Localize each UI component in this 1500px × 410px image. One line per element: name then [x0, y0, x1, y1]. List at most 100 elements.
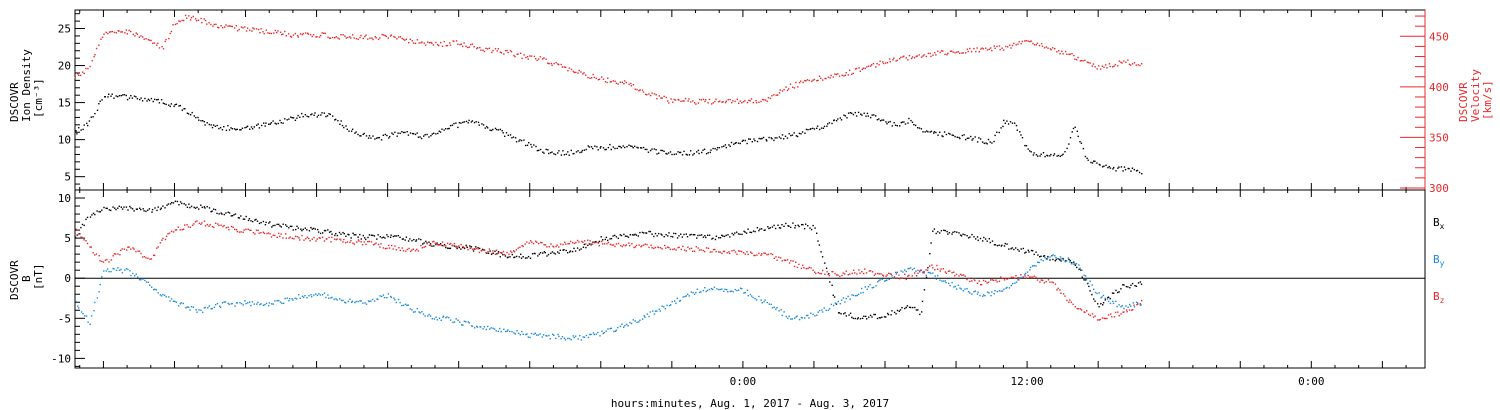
- data-point: [989, 141, 991, 143]
- data-point: [289, 225, 292, 227]
- data-point: [518, 140, 520, 142]
- data-point: [825, 267, 828, 269]
- data-point: [614, 147, 616, 150]
- data-point: [998, 280, 1001, 282]
- data-point: [1029, 150, 1031, 152]
- data-point: [590, 333, 592, 336]
- data-point: [178, 20, 180, 22]
- data-point: [638, 90, 640, 92]
- data-point: [1030, 249, 1033, 252]
- data-point: [679, 300, 681, 302]
- data-point: [731, 250, 733, 252]
- data-point: [220, 224, 222, 226]
- data-point: [200, 17, 202, 20]
- data-point: [266, 232, 268, 235]
- data-point: [619, 145, 621, 148]
- data-point: [1132, 302, 1134, 304]
- data-point: [859, 272, 861, 274]
- data-point: [699, 234, 701, 236]
- data-point: [411, 239, 413, 242]
- data-point: [721, 101, 723, 103]
- data-point: [198, 208, 200, 210]
- data-point: [1024, 272, 1027, 275]
- data-point: [811, 80, 813, 83]
- data-point: [882, 61, 884, 63]
- data-point: [939, 232, 941, 234]
- data-point: [861, 68, 863, 70]
- data-point: [646, 148, 648, 151]
- data-point: [297, 36, 299, 38]
- data-point: [727, 99, 729, 101]
- data-point: [973, 291, 975, 293]
- data-point: [352, 242, 354, 244]
- data-point: [189, 206, 191, 209]
- data-point: [483, 50, 486, 53]
- data-point: [313, 114, 315, 116]
- data-point: [147, 281, 150, 283]
- data-point: [745, 232, 748, 234]
- data-point: [929, 271, 931, 274]
- data-point: [373, 235, 376, 237]
- data-point: [190, 17, 193, 19]
- data-point: [1054, 260, 1056, 262]
- data-point: [715, 235, 718, 237]
- data-point: [1109, 65, 1111, 68]
- data-point: [1028, 276, 1031, 278]
- data-point: [824, 77, 826, 80]
- data-point: [379, 246, 381, 248]
- data-point: [314, 228, 316, 230]
- data-point: [1033, 152, 1035, 154]
- data-point: [731, 232, 733, 235]
- data-point: [235, 229, 238, 231]
- data-point: [835, 302, 838, 305]
- data-point: [181, 109, 183, 111]
- bottom-panel-frame: [74, 189, 1426, 369]
- data-point: [973, 278, 975, 280]
- data-point: [715, 98, 717, 100]
- data-point: [700, 234, 703, 236]
- data-point: [551, 151, 553, 153]
- data-point: [198, 119, 200, 121]
- data-point: [539, 252, 542, 254]
- data-point: [933, 132, 935, 134]
- data-point: [1044, 155, 1046, 158]
- data-point: [343, 126, 345, 129]
- data-point: [210, 124, 212, 126]
- data-point: [401, 131, 403, 133]
- data-point: [492, 252, 494, 254]
- data-point: [1135, 285, 1138, 287]
- data-point: [1076, 266, 1078, 269]
- data-point: [1035, 44, 1037, 46]
- data-point: [518, 332, 520, 334]
- data-point: [982, 240, 984, 242]
- data-point: [904, 123, 907, 125]
- data-point: [1075, 263, 1078, 265]
- data-point: [1070, 263, 1073, 265]
- data-point: [1093, 288, 1095, 290]
- data-point: [1009, 121, 1012, 123]
- data-point: [1115, 300, 1117, 303]
- data-point: [408, 247, 410, 250]
- data-point: [930, 130, 933, 133]
- data-point: [805, 314, 808, 317]
- data-point: [873, 114, 875, 116]
- data-point: [977, 291, 979, 293]
- data-point: [609, 243, 612, 246]
- data-point: [761, 253, 763, 255]
- data-point: [754, 230, 756, 233]
- data-point: [796, 135, 799, 138]
- data-point: [1047, 47, 1049, 49]
- data-point: [752, 230, 755, 232]
- data-point: [1057, 287, 1059, 290]
- data-point: [859, 318, 862, 320]
- data-point: [731, 101, 733, 104]
- data-point: [201, 21, 203, 24]
- data-point: [1123, 307, 1125, 310]
- data-point: [923, 289, 926, 291]
- data-point: [695, 291, 697, 294]
- x-tick-labels: 0:00 12:00 0:00: [730, 375, 1325, 388]
- data-point: [359, 233, 361, 236]
- data-point: [504, 330, 507, 333]
- data-point: [753, 254, 755, 257]
